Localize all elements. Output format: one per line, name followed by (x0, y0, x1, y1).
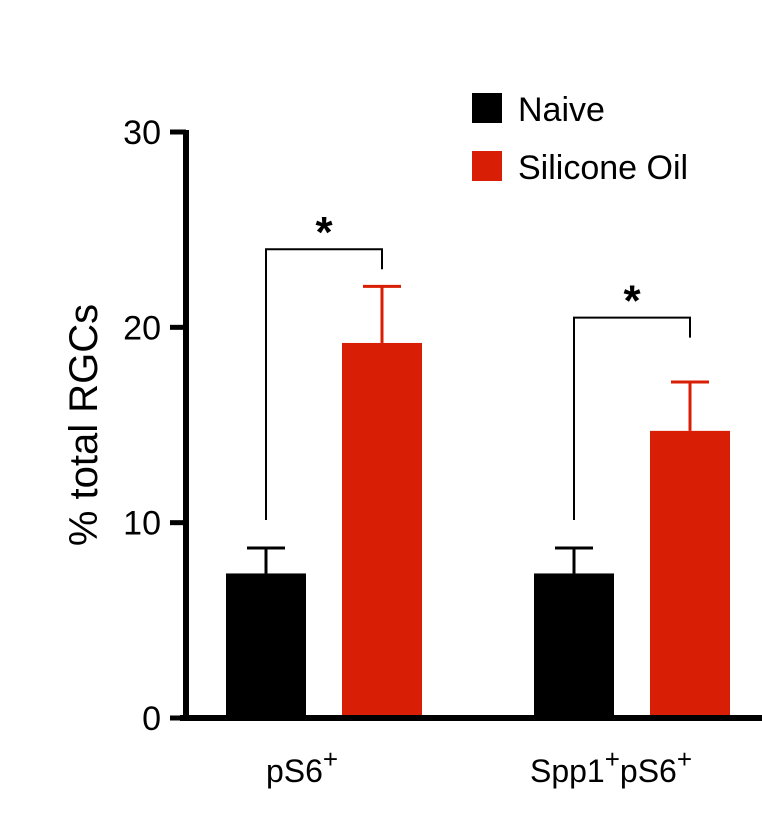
bars (226, 284, 730, 718)
y-axis-title: % total RGCs (62, 304, 106, 546)
significance-markers: ** (265, 208, 691, 521)
bar-naive-1 (534, 573, 614, 718)
category-label-1: Spp1+pS6+ (530, 744, 692, 789)
y-tick-label-0: 0 (142, 700, 161, 738)
legend: Naive Silicone Oil (472, 91, 688, 187)
significance-bracket-1 (573, 316, 691, 521)
bar-silicone-oil-1 (650, 430, 730, 718)
legend-swatch-0 (472, 93, 502, 123)
significance-bracket-0 (265, 248, 383, 521)
significance-star-1: * (623, 277, 641, 326)
category-label-0: pS6+ (266, 744, 338, 789)
bar-naive-0 (226, 573, 306, 718)
y-tick-label-30: 30 (123, 114, 161, 152)
legend-swatch-1 (472, 151, 502, 181)
legend-label-0: Naive (518, 91, 605, 129)
y-axis: 0 10 20 30 (123, 114, 189, 738)
x-axis-category-labels: pS6+ Spp1+pS6+ (266, 744, 692, 789)
significance-star-0: * (315, 208, 333, 257)
y-tick-label-10: 10 (123, 505, 161, 543)
y-tick-label-20: 20 (123, 309, 161, 347)
bar-silicone-oil-0 (342, 342, 422, 718)
legend-label-1: Silicone Oil (518, 149, 688, 187)
